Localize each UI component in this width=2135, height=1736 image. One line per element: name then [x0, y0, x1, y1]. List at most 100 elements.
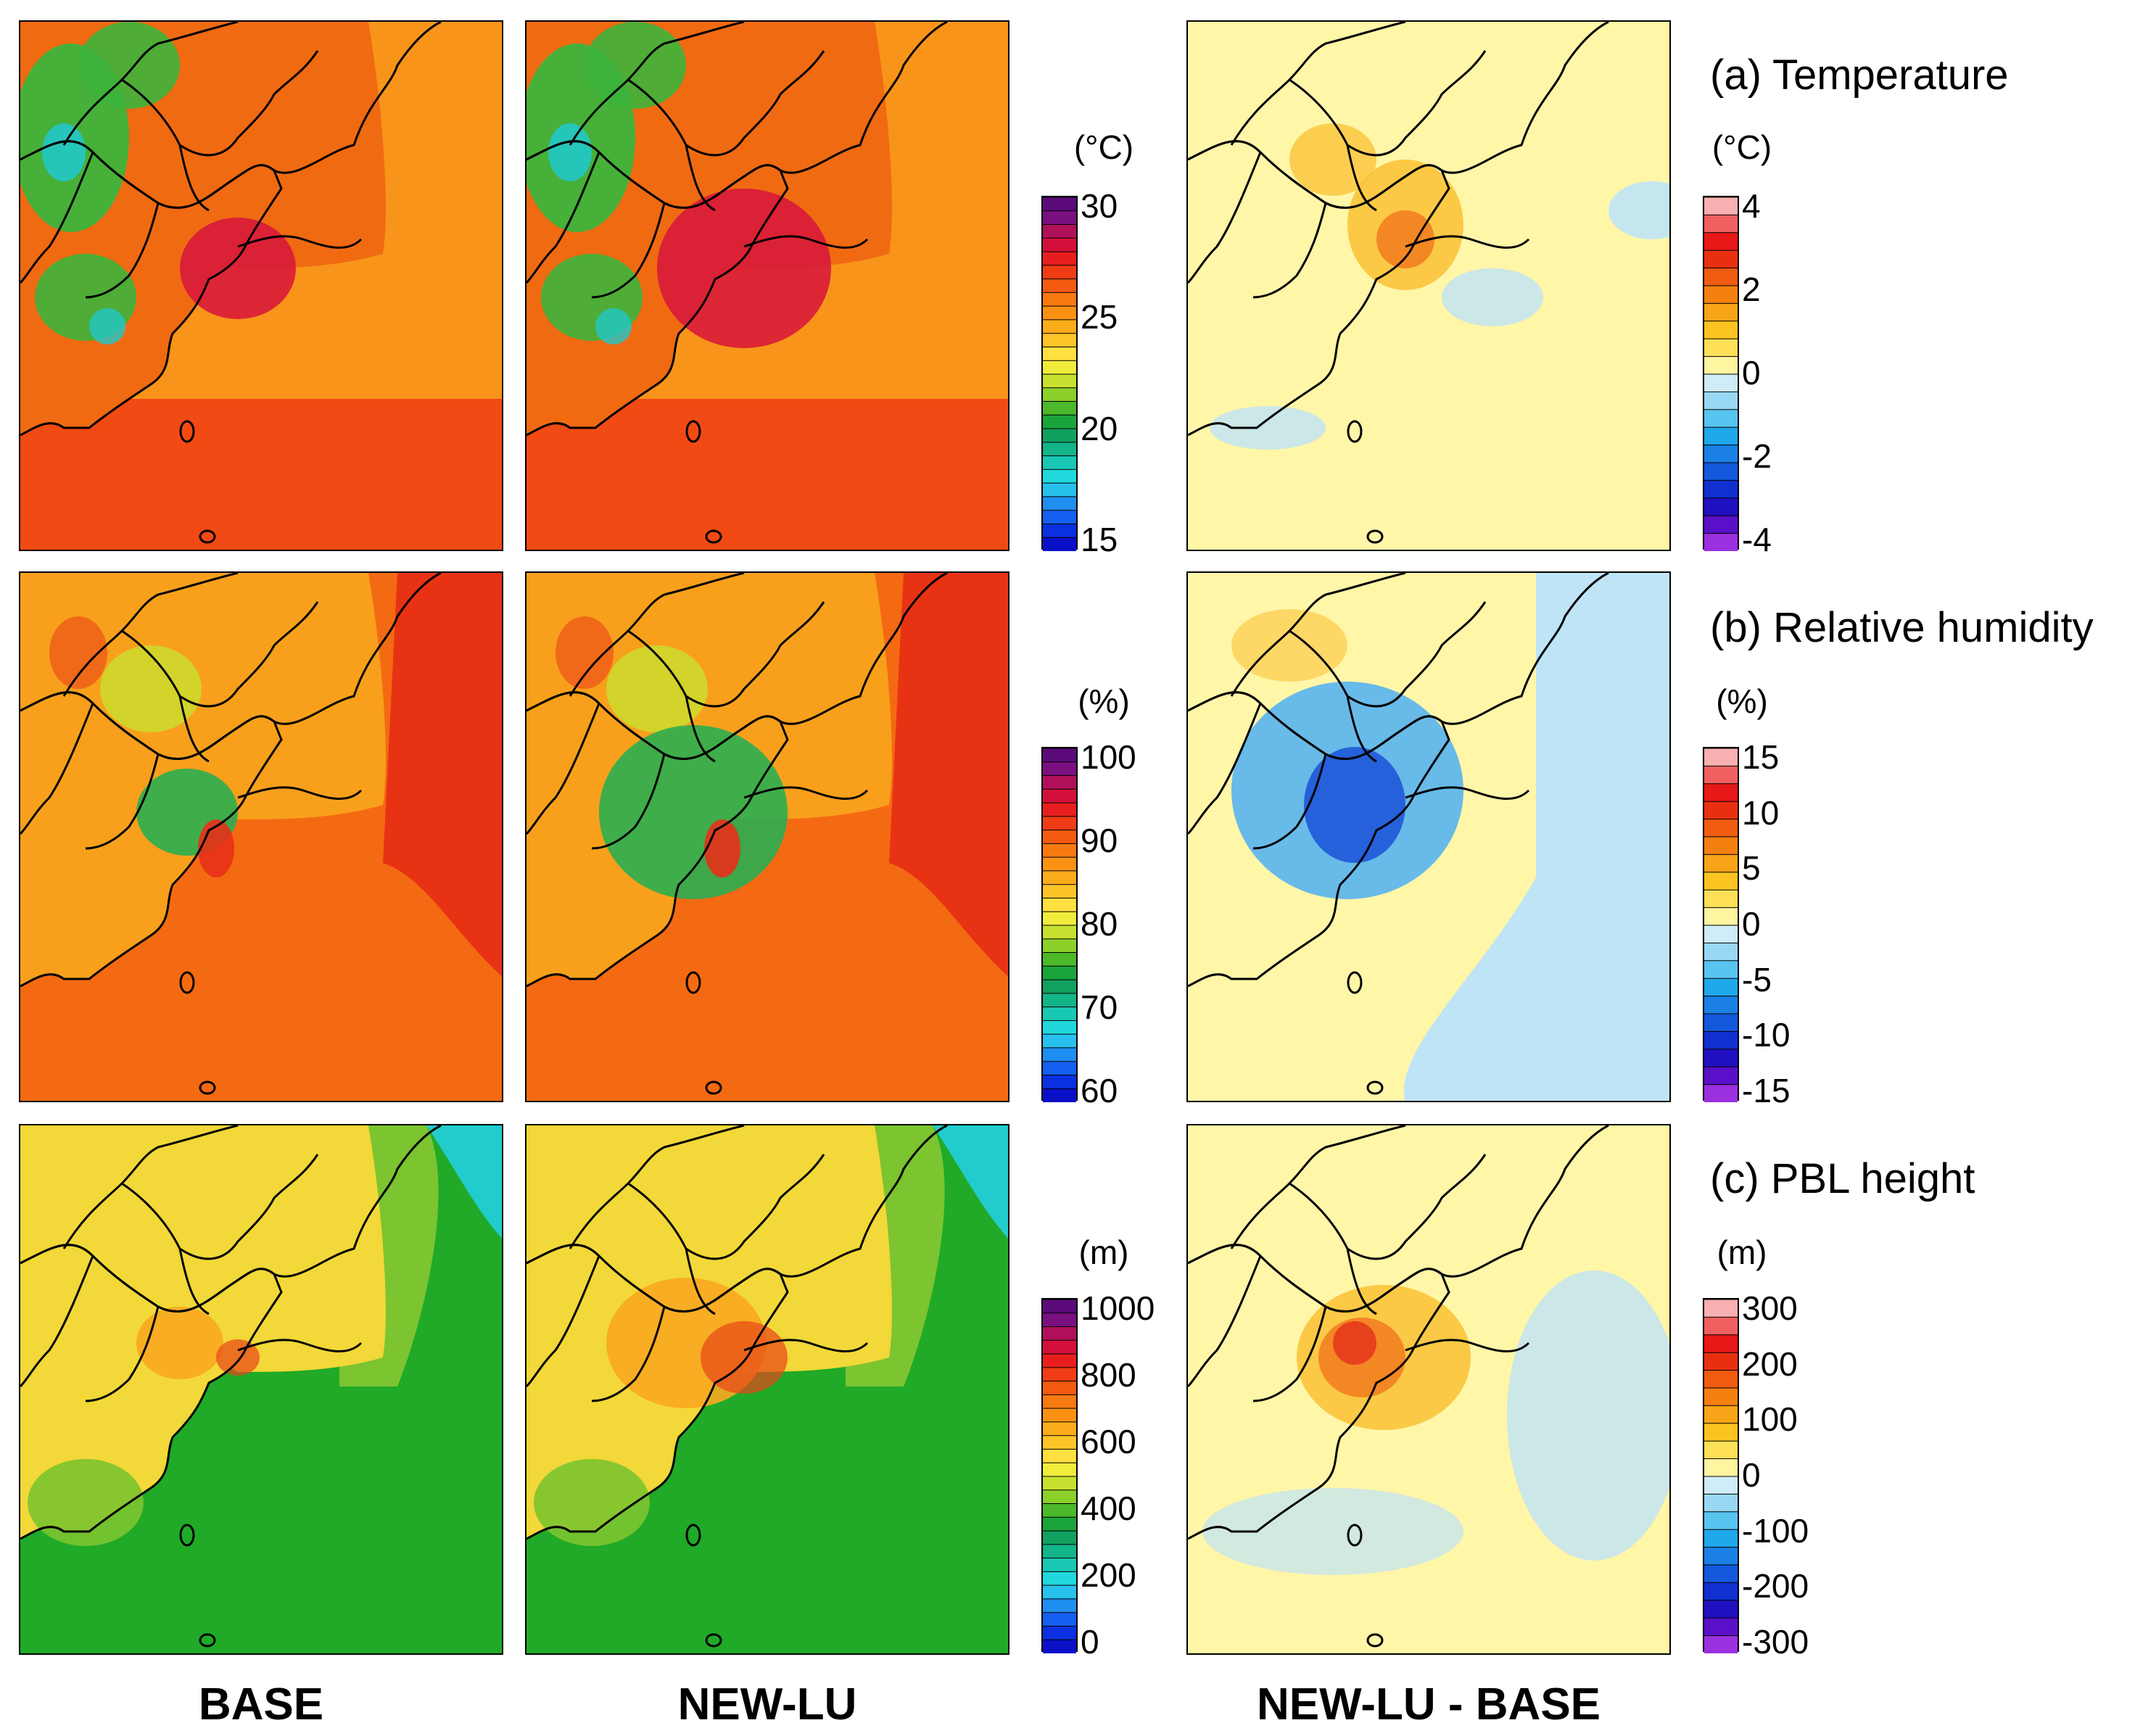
colorbar-tick-label: -4	[1742, 521, 1772, 558]
colorbar-segment	[1043, 898, 1076, 912]
colorbar-tick-label: 0	[1742, 905, 1761, 943]
coastline	[1188, 691, 1450, 988]
prefecture-boundary	[1441, 1125, 1609, 1278]
prefecture-boundary	[62, 1125, 239, 1249]
prefecture-boundary	[237, 1339, 363, 1353]
colorbar-segment	[1043, 252, 1076, 266]
prefecture-boundary	[121, 1154, 319, 1260]
colorbar-segment	[1043, 1571, 1076, 1586]
colorbar-tick-label: -2	[1742, 437, 1772, 475]
colorbar-segment	[1704, 321, 1738, 339]
field-blob	[1289, 123, 1376, 196]
colorbar-tick-label: -300	[1742, 1623, 1809, 1661]
field-blob	[1442, 268, 1543, 326]
field-blob	[1333, 1321, 1376, 1365]
coastline	[1188, 140, 1450, 437]
field-blob	[136, 1307, 223, 1379]
prefecture-boundary	[743, 786, 869, 801]
colorbar-segment	[1704, 409, 1738, 428]
colorbar-segment	[1704, 392, 1738, 410]
island-outline	[705, 1633, 722, 1648]
colorbar-segment	[1043, 761, 1076, 777]
colorbar-tick-label: -10	[1742, 1016, 1791, 1054]
colorbar-segment	[1043, 292, 1076, 307]
colorbar-segment	[1043, 1503, 1076, 1518]
prefecture-boundary	[273, 22, 442, 174]
coastline	[526, 1244, 789, 1540]
colorbar-segment	[1043, 789, 1076, 803]
prefecture-boundary	[685, 144, 716, 212]
prefecture-boundary	[1252, 753, 1327, 850]
prefecture-boundary	[526, 703, 600, 835]
colorbar-tick-label: 800	[1081, 1356, 1136, 1394]
colorbar-segment	[1043, 469, 1076, 484]
prefecture-boundary	[121, 601, 319, 708]
prefecture-boundary	[1230, 22, 1406, 146]
island-outline	[199, 1633, 216, 1648]
column-label-base: BASE	[198, 1679, 324, 1729]
prefecture-boundary	[62, 22, 239, 146]
field-blob	[599, 725, 788, 899]
colorbar-segment	[1043, 843, 1076, 858]
map-diff-relative-humidity	[1186, 571, 1671, 1102]
field-blob	[42, 123, 86, 181]
prefecture-boundary	[1188, 152, 1262, 284]
field-blob	[49, 616, 107, 689]
colorbar-segment	[1704, 890, 1738, 909]
colorbar-tick-label: 10	[1742, 793, 1780, 832]
colorbar-tick-label: 90	[1081, 822, 1118, 859]
island-outline	[685, 420, 701, 443]
colorbar-segment	[1704, 766, 1738, 785]
colorbar-segment	[1704, 1423, 1738, 1442]
coastline	[20, 140, 283, 437]
island-outline	[179, 971, 195, 994]
field-blob	[701, 1321, 788, 1394]
field-blob	[100, 645, 202, 732]
prefecture-boundary	[591, 1306, 666, 1402]
prefecture-boundary	[685, 1248, 716, 1315]
prefecture-boundary	[685, 695, 716, 763]
prefecture-boundary	[569, 22, 745, 146]
colorbar-segment	[1704, 1600, 1738, 1619]
colorbar-segment	[1043, 1517, 1076, 1532]
colorbar-tick-label: -100	[1742, 1511, 1809, 1550]
field-blob	[180, 218, 296, 319]
prefecture-boundary	[1405, 786, 1530, 801]
unit-abs-pbl-height: (m)	[1078, 1233, 1129, 1271]
colorbar-tick-label: 300	[1742, 1289, 1798, 1327]
prefecture-boundary	[743, 235, 869, 249]
prefecture-boundary	[237, 786, 363, 801]
colorbar-segment	[1043, 374, 1076, 389]
colorbar-segment	[1043, 1476, 1076, 1491]
colorbar-segment	[1704, 925, 1738, 943]
colorbar-segment	[1043, 1047, 1076, 1062]
prefecture-boundary	[1289, 50, 1487, 157]
prefecture-boundary	[1405, 1339, 1530, 1353]
field-blob	[606, 645, 708, 732]
map-diff-pbl-height	[1186, 1124, 1671, 1655]
colorbar-tick-label: 0	[1742, 354, 1761, 392]
colorbar-segment	[1043, 319, 1076, 334]
colorbar-segment	[1043, 1075, 1076, 1089]
colorbar-tick-label: 80	[1081, 905, 1118, 943]
field-blob	[28, 1459, 144, 1546]
island-outline	[199, 529, 216, 544]
unit-diff-pbl-height: (m)	[1717, 1233, 1767, 1271]
field-blob	[585, 22, 686, 109]
colorbar-segment	[1043, 952, 1076, 967]
prefecture-boundary	[121, 50, 319, 157]
colorbar-tick-label: 15	[1081, 521, 1118, 558]
colorbar-tick-label: 200	[1081, 1556, 1136, 1594]
map-newlu-temperature	[525, 20, 1009, 551]
column-label-newlu: NEW-LU	[677, 1679, 857, 1729]
colorbar-segment	[1704, 819, 1738, 838]
colorbar-segment	[1043, 1034, 1076, 1049]
field-blob	[657, 189, 831, 348]
column-label-diff: NEW-LU - BASE	[1256, 1679, 1601, 1729]
colorbar-segment	[1704, 748, 1738, 766]
colorbar-tick-label: -15	[1742, 1072, 1791, 1109]
colorbar-segment	[1704, 286, 1738, 304]
prefecture-boundary	[743, 1339, 869, 1353]
colorbar-tick-label: 2	[1742, 270, 1761, 308]
colorbar-tick-label: -200	[1742, 1567, 1809, 1605]
